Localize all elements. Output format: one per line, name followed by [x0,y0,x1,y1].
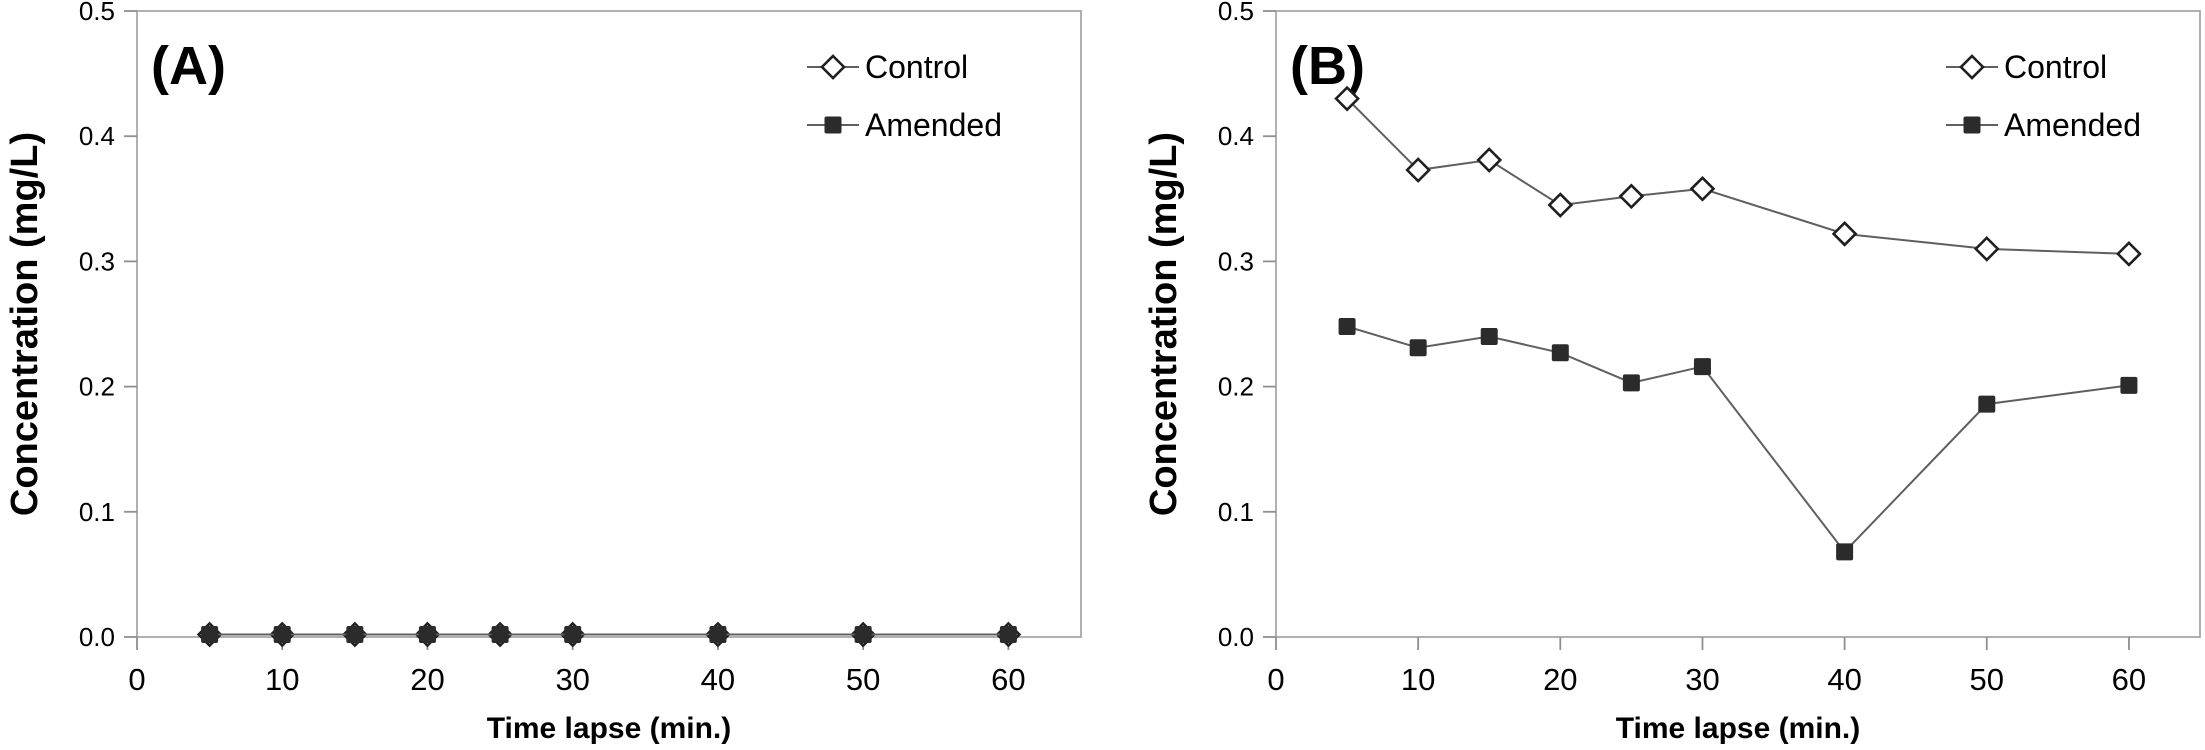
plot-border [136,10,1082,638]
y-tick-label: 0.1 [79,497,115,527]
x-tick-label: 30 [1685,662,1719,697]
filled-square-marker [201,625,219,643]
open-diamond-marker [1831,221,1858,247]
filled-square-marker [2120,376,2138,394]
legend-label-control: Control [2004,49,2107,85]
filled-square-marker [854,625,872,643]
filled-square-marker [824,116,842,134]
series-line-amended [1346,325,2130,554]
panel-label: (B) [1290,36,1365,96]
y-tick-label: 0.3 [79,246,115,276]
open-diamond-marker [1689,175,1716,202]
filled-square-marker [346,625,364,643]
filled-square-marker [1551,344,1569,362]
y-axis-title: Concentration (mg/L) [4,132,46,516]
y-tick-label: 0.0 [79,622,115,652]
filled-square-marker [1978,395,1996,413]
plot-border [1275,10,2201,638]
x-tick-label: 60 [991,662,1025,697]
x-axis-title: Time lapse (min.) [1616,712,1861,745]
filled-square-marker [1963,116,1981,134]
y-tick-label: 0.5 [1218,0,1254,26]
filled-square-marker [564,625,582,643]
filled-square-marker [1338,318,1356,336]
x-tick-label: 0 [1267,662,1284,697]
x-axis-title: Time lapse (min.) [487,712,732,745]
chart-panel-a: 0.0 0.1 0.2 0.3 0.4 0.5 0 10 20 30 40 50 60 Time laps… [4,0,1082,745]
y-tick-label: 0.3 [1218,246,1254,276]
open-diamond-marker [1973,236,2000,262]
filled-square-marker [1693,358,1711,376]
y-tick-label: 0.5 [79,0,115,26]
legend-label-control: Control [865,49,968,85]
y-tick-label: 0.2 [1218,372,1254,402]
y-axis-title: Concentration (mg/L) [1143,132,1185,516]
filled-square-marker [1836,543,1854,561]
open-diamond-marker [1405,157,1431,183]
open-diamond-marker [1959,54,1985,80]
x-tick-label: 20 [1543,662,1577,697]
filled-square-marker [709,625,727,643]
y-tick-label: 0.4 [1218,121,1254,151]
x-tick-label: 10 [265,662,299,697]
x-tick-label: 30 [555,662,589,697]
filled-square-marker [273,625,291,643]
open-diamond-marker [2116,241,2142,267]
filled-square-marker [999,625,1017,643]
open-diamond-marker [1476,147,1503,173]
filled-square-marker [418,625,436,643]
legend-label-amended: Amended [865,107,1002,143]
y-tick-label: 0.0 [1218,622,1254,652]
legend-label-amended: Amended [2004,107,2141,143]
x-tick-label: 50 [1970,662,2004,697]
filled-square-marker [491,625,509,643]
panel-label: (A) [151,36,226,96]
filled-square-marker [1480,328,1498,346]
filled-square-marker [1409,339,1427,357]
open-diamond-marker [1618,183,1645,210]
open-diamond-marker [1547,192,1574,218]
y-tick-label: 0.4 [79,121,115,151]
chart-panel-b: 0.0 0.1 0.2 0.3 0.4 0.5 0 10 20 30 40 50 60 Time laps… [1143,0,2201,745]
x-tick-label: 50 [846,662,880,697]
x-tick-label: 60 [2112,662,2146,697]
filled-square-marker [1622,374,1640,392]
open-diamond-marker [820,54,846,80]
x-tick-label: 40 [1827,662,1861,697]
x-tick-label: 0 [128,662,145,697]
x-tick-label: 40 [701,662,735,697]
y-tick-label: 0.2 [79,372,115,402]
y-tick-label: 0.1 [1218,497,1254,527]
open-diamond-marker [1334,85,1360,112]
x-tick-label: 10 [1401,662,1435,697]
x-tick-label: 20 [410,662,444,697]
